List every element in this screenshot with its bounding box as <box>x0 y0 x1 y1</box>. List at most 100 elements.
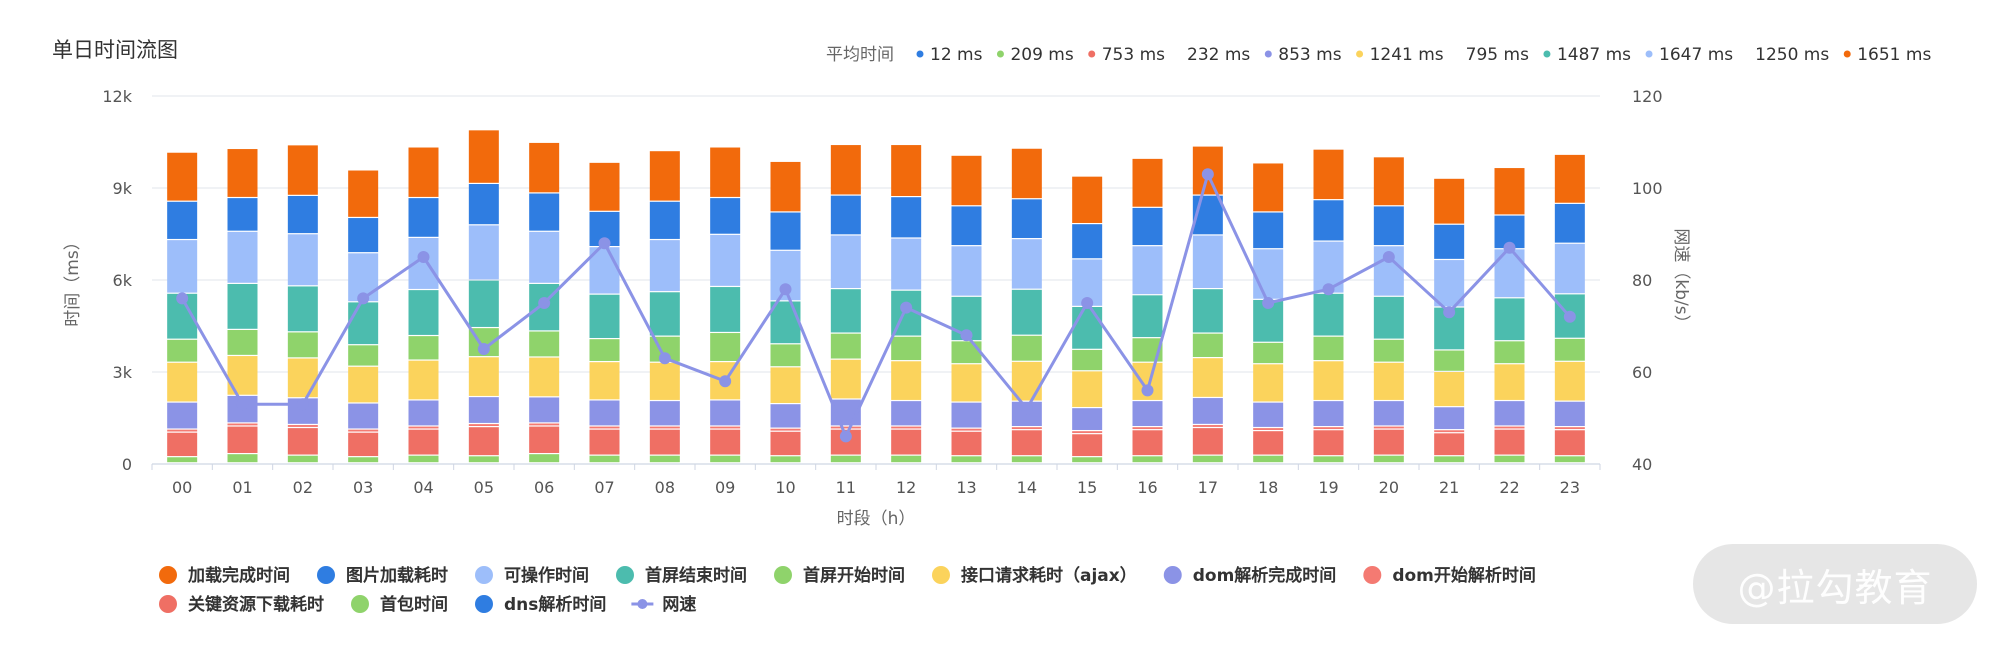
bar-segment[interactable] <box>830 195 861 235</box>
bar-segment[interactable] <box>1313 200 1344 241</box>
bar-segment[interactable] <box>529 331 560 357</box>
bar-segment[interactable] <box>227 356 258 395</box>
bar-segment[interactable] <box>1313 293 1344 336</box>
bar-segment[interactable] <box>1373 426 1404 429</box>
speed-line[interactable] <box>180 172 1571 438</box>
bar-segment[interactable] <box>348 218 379 253</box>
bar-segment[interactable] <box>710 429 741 455</box>
legend-item[interactable]: 加载完成时间 <box>159 565 290 586</box>
bar-segment[interactable] <box>891 336 922 361</box>
bar-segment[interactable] <box>468 225 499 280</box>
bar-segment[interactable] <box>1494 401 1525 426</box>
bar-segment[interactable] <box>348 432 379 457</box>
bar-segment[interactable] <box>1192 289 1223 333</box>
bar-segment[interactable] <box>1011 199 1042 239</box>
bar-segment[interactable] <box>770 344 801 367</box>
bar-segment[interactable] <box>167 402 198 429</box>
bar-segment[interactable] <box>227 423 258 426</box>
bar-segment[interactable] <box>408 360 439 400</box>
bar-segment[interactable] <box>891 197 922 238</box>
bar-segment[interactable] <box>951 456 982 463</box>
bar-segment[interactable] <box>951 364 982 402</box>
legend-item[interactable]: dns解析时间 <box>475 594 606 615</box>
bar-segment[interactable] <box>1072 176 1103 223</box>
bar-segment[interactable] <box>287 286 318 332</box>
speed-point[interactable] <box>1503 241 1516 254</box>
bar-segment[interactable] <box>649 429 680 455</box>
bar-segment[interactable] <box>589 400 620 426</box>
bar-segment[interactable] <box>1253 212 1284 249</box>
bar-segment[interactable] <box>1253 428 1284 430</box>
bar-segment[interactable] <box>1072 224 1103 259</box>
bar-segment[interactable] <box>1072 349 1103 371</box>
bar-segment[interactable] <box>468 427 499 456</box>
bar-segment[interactable] <box>227 149 258 197</box>
bar-segment[interactable] <box>649 201 680 239</box>
bar-segment[interactable] <box>951 155 982 206</box>
bar-segment[interactable] <box>770 161 801 212</box>
bar-segment[interactable] <box>167 240 198 293</box>
bar-segment[interactable] <box>770 212 801 250</box>
bar-segment[interactable] <box>1011 148 1042 199</box>
speed-point[interactable] <box>900 301 913 314</box>
bar-segment[interactable] <box>649 455 680 463</box>
bar-segment[interactable] <box>227 283 258 329</box>
bar-segment[interactable] <box>408 426 439 429</box>
bar-segment[interactable] <box>710 400 741 426</box>
bar-segment[interactable] <box>468 456 499 463</box>
bar-segment[interactable] <box>951 341 982 364</box>
bar-segment[interactable] <box>1373 362 1404 400</box>
bar-segment[interactable] <box>1494 168 1525 215</box>
bar-segment[interactable] <box>830 333 861 359</box>
bar-segment[interactable] <box>1192 425 1223 427</box>
bar-segment[interactable] <box>227 198 258 231</box>
bar-segment[interactable] <box>1253 249 1284 299</box>
bar-segment[interactable] <box>408 455 439 463</box>
bar-segment[interactable] <box>227 426 258 453</box>
bar-segment[interactable] <box>468 184 499 225</box>
bar-segment[interactable] <box>1373 296 1404 339</box>
bar-segment[interactable] <box>529 454 560 463</box>
bar-segment[interactable] <box>1132 338 1163 362</box>
bar-segment[interactable] <box>589 294 620 338</box>
bar-segment[interactable] <box>227 231 258 283</box>
bar-segment[interactable] <box>408 198 439 237</box>
bar-segment[interactable] <box>1011 239 1042 289</box>
bar-segment[interactable] <box>891 145 922 196</box>
bar-segment[interactable] <box>649 401 680 426</box>
bar-segment[interactable] <box>1072 306 1103 349</box>
bar-segment[interactable] <box>1494 298 1525 341</box>
bar-segment[interactable] <box>1253 455 1284 463</box>
bar-segment[interactable] <box>589 162 620 211</box>
legend-item[interactable]: 网速 <box>631 594 696 615</box>
bar-segment[interactable] <box>710 147 741 197</box>
bar-segment[interactable] <box>649 151 680 201</box>
bar-segment[interactable] <box>1434 350 1465 371</box>
speed-point[interactable] <box>477 343 490 355</box>
bar-segment[interactable] <box>1434 260 1465 307</box>
bar-segment[interactable] <box>468 357 499 396</box>
speed-point[interactable] <box>296 398 309 411</box>
bar-segment[interactable] <box>710 426 741 429</box>
bar-segment[interactable] <box>1434 372 1465 407</box>
bar-segment[interactable] <box>1011 427 1042 430</box>
bar-segment[interactable] <box>1132 401 1163 426</box>
bar-segment[interactable] <box>770 404 801 428</box>
bar-segment[interactable] <box>1253 342 1284 364</box>
legend-item[interactable]: 图片加载耗时 <box>317 565 448 586</box>
bar-segment[interactable] <box>1373 455 1404 463</box>
legend-item[interactable]: 可操作时间 <box>475 565 589 586</box>
bar-segment[interactable] <box>348 170 379 217</box>
bar-segment[interactable] <box>1434 456 1465 463</box>
bar-segment[interactable] <box>1434 407 1465 430</box>
bar-segment[interactable] <box>1494 429 1525 455</box>
bar-segment[interactable] <box>1494 426 1525 429</box>
bar-segment[interactable] <box>951 246 982 296</box>
bar-segment[interactable] <box>891 426 922 429</box>
bar-segment[interactable] <box>529 426 560 453</box>
bar-segment[interactable] <box>1554 203 1585 243</box>
bar-segment[interactable] <box>1192 455 1223 463</box>
bar-segment[interactable] <box>1373 429 1404 455</box>
bar-segment[interactable] <box>1192 358 1223 397</box>
legend-item[interactable]: 首屏结束时间 <box>616 565 747 586</box>
